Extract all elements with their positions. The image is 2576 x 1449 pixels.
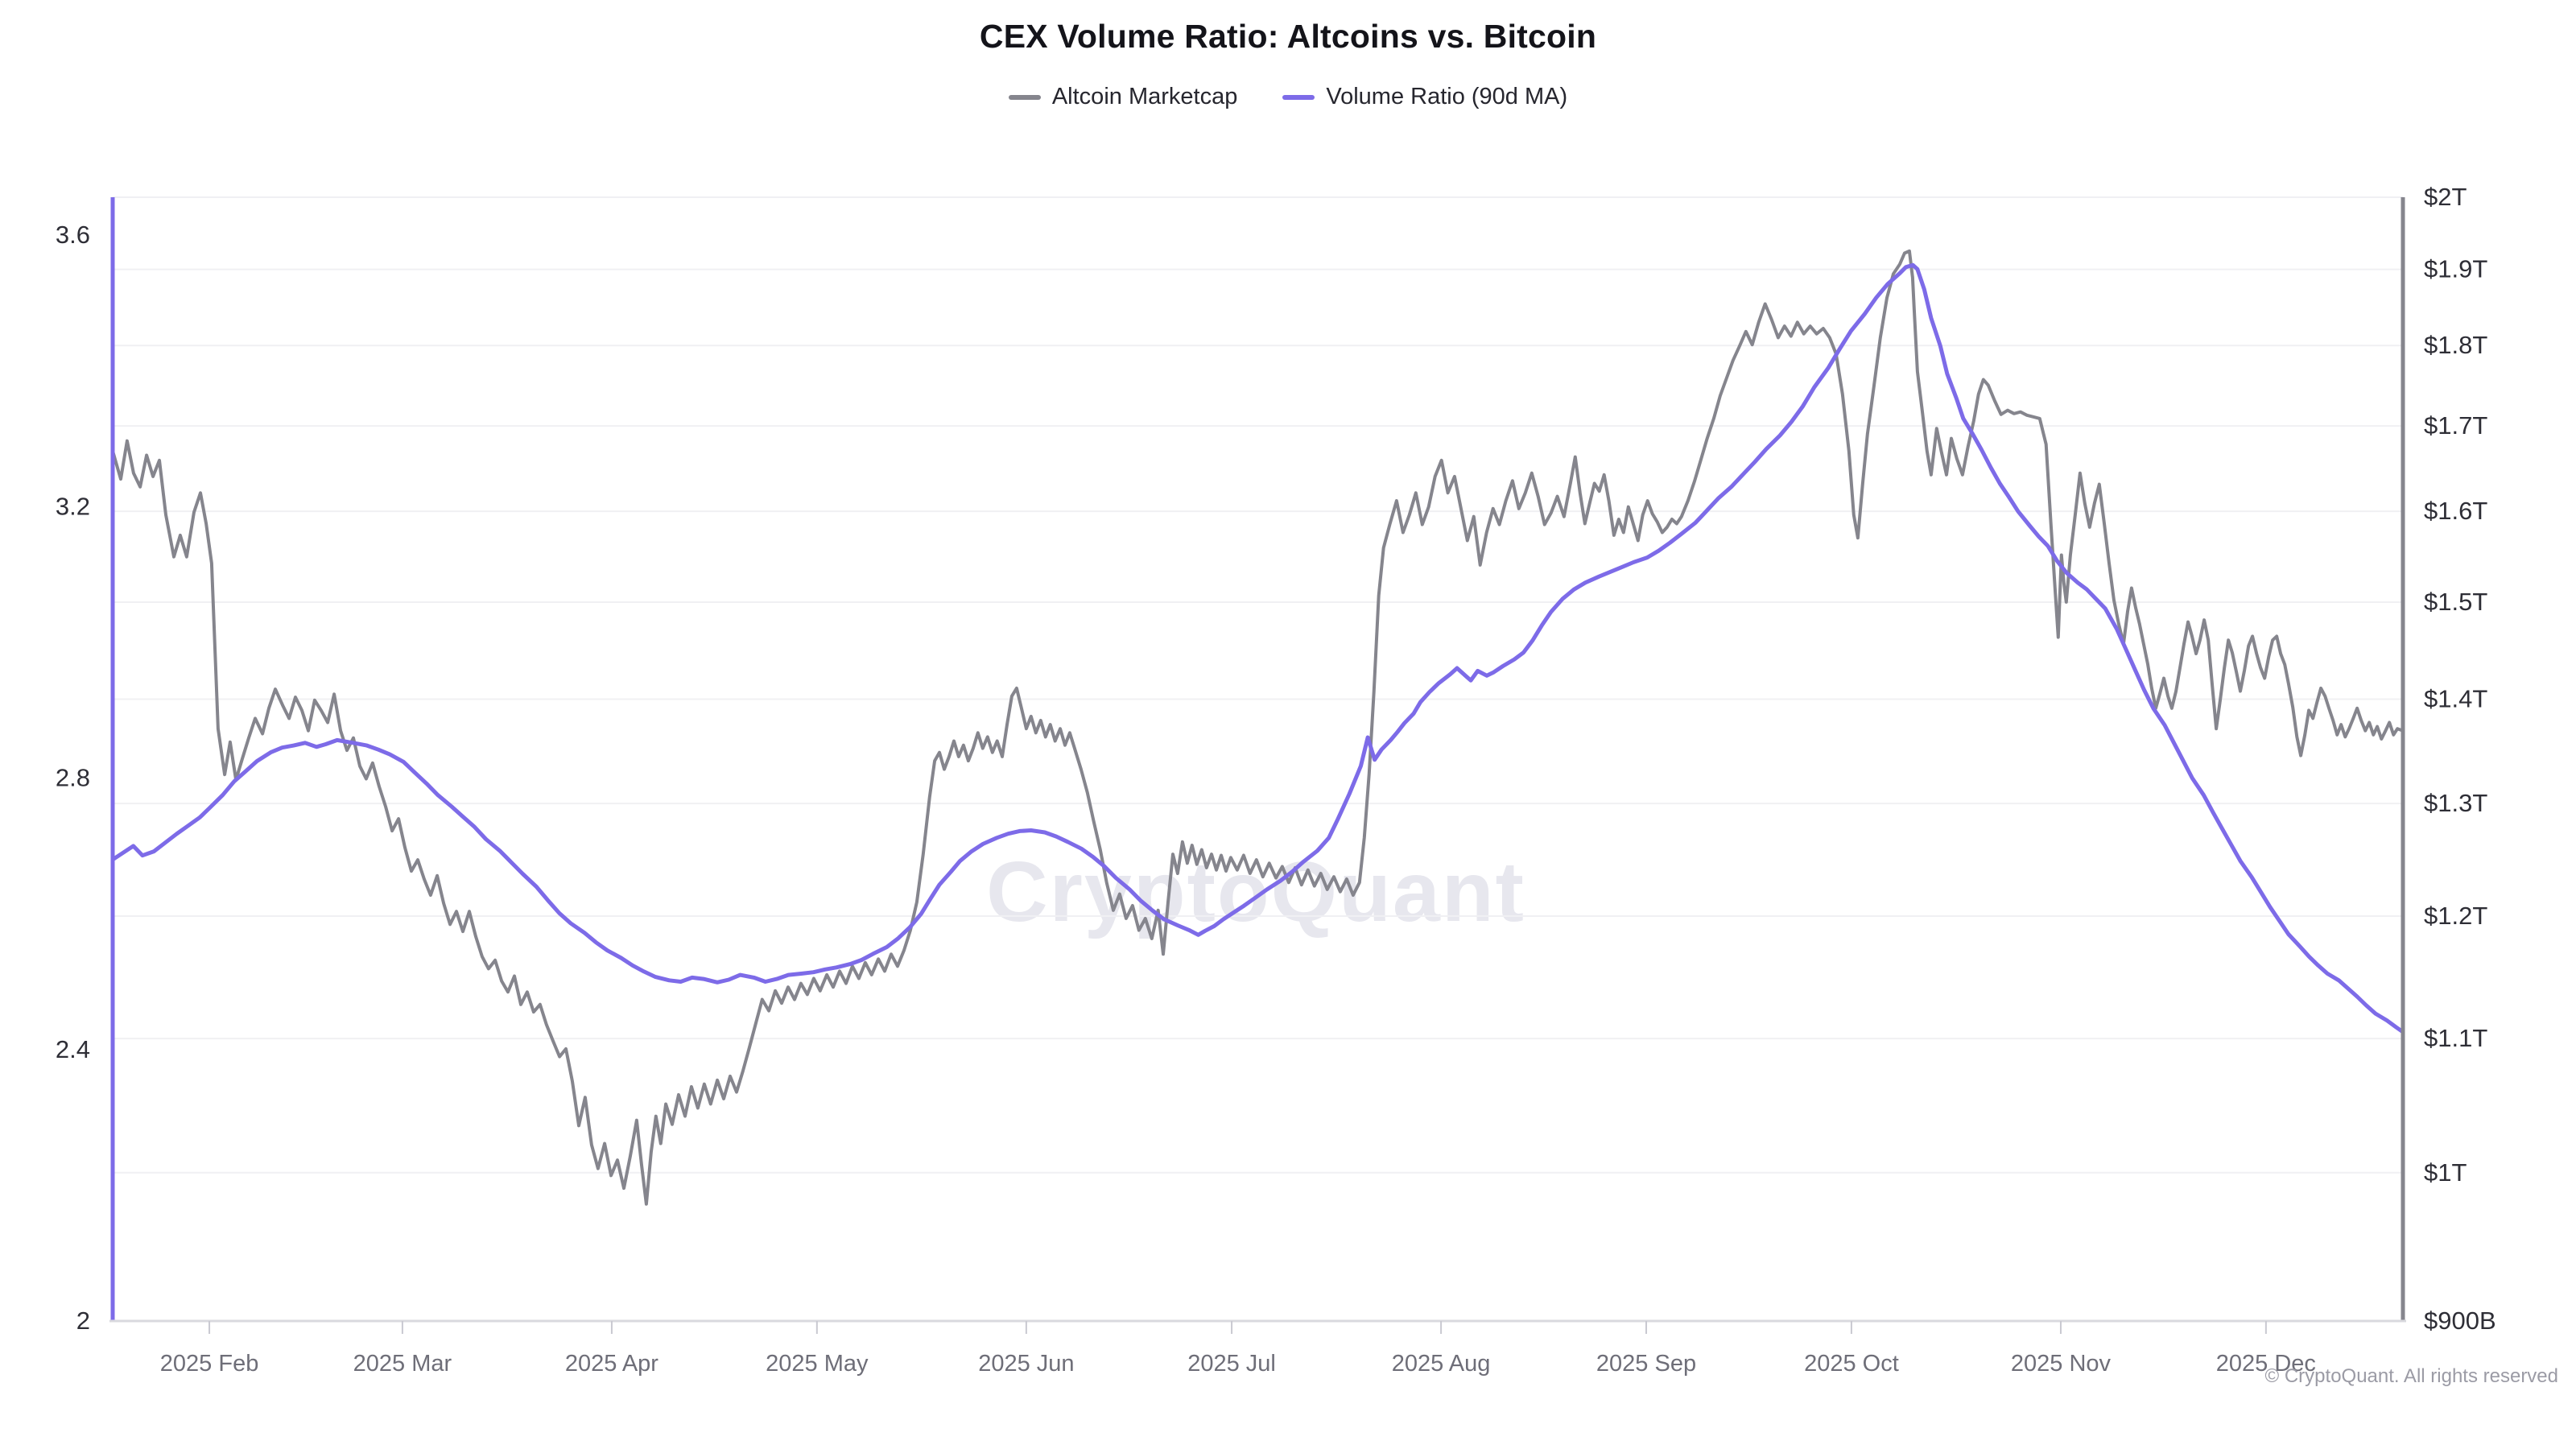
x-axis-tick-label: 2025 Oct <box>1804 1351 1899 1377</box>
right-axis-tick-label: $1.5T <box>2424 588 2487 616</box>
x-axis-tick-label: 2025 Sep <box>1596 1351 1696 1377</box>
right-axis-tick-label: $1.1T <box>2424 1024 2487 1052</box>
x-axis-tick-label: 2025 Jun <box>978 1351 1074 1377</box>
legend: Altcoin Marketcap Volume Ratio (90d MA) <box>0 84 2576 110</box>
x-axis-tick-label: 2025 Feb <box>160 1351 259 1377</box>
chart-title: CEX Volume Ratio: Altcoins vs. Bitcoin <box>979 18 1597 55</box>
legend-swatch-purple <box>1282 94 1315 100</box>
x-axis-tick-label: 2025 May <box>766 1351 869 1377</box>
right-axis-tick-label: $1.6T <box>2424 497 2487 525</box>
left-axis-tick-label: 3.2 <box>56 492 90 520</box>
legend-item-altcoin-marketcap[interactable]: Altcoin Marketcap <box>1008 84 1238 110</box>
x-axis-tick-label: 2025 Dec <box>2216 1351 2316 1377</box>
legend-swatch-gray <box>1008 94 1041 100</box>
legend-label: Volume Ratio (90d MA) <box>1326 84 1568 109</box>
right-axis-tick-label: $1.3T <box>2424 789 2487 817</box>
legend-label: Altcoin Marketcap <box>1051 84 1238 109</box>
left-axis-tick-label: 2 <box>76 1307 90 1335</box>
right-axis-tick-label: $1.4T <box>2424 685 2487 713</box>
legend-item-volume-ratio[interactable]: Volume Ratio (90d MA) <box>1282 84 1567 110</box>
right-axis-tick-label: $1.7T <box>2424 411 2487 440</box>
x-axis-tick-label: 2025 Jul <box>1187 1351 1276 1377</box>
right-axis-tick-label: $1T <box>2424 1158 2467 1187</box>
x-axis-tick-label: 2025 Aug <box>1392 1351 1491 1377</box>
x-axis-tick-label: 2025 Nov <box>2011 1351 2112 1377</box>
right-axis-tick-label: $1.8T <box>2424 331 2487 359</box>
x-axis-tick-label: 2025 Mar <box>353 1351 452 1377</box>
left-axis-tick-label: 2.4 <box>56 1035 90 1063</box>
altcoin-marketcap-line <box>111 249 2405 1206</box>
right-axis-tick-label: $1.9T <box>2424 255 2487 283</box>
volume-ratio-line <box>110 262 2405 1034</box>
plot-area[interactable] <box>113 197 2403 1321</box>
copyright-notice: © CryptoQuant. All rights reserved <box>2264 1365 2559 1387</box>
right-axis-tick-label: $900B <box>2424 1307 2496 1335</box>
left-axis-tick-label: 3.6 <box>56 221 90 249</box>
right-axis-tick-label: $2T <box>2424 183 2467 211</box>
left-axis-tick-label: 2.8 <box>56 764 90 792</box>
x-axis-tick-label: 2025 Apr <box>565 1351 658 1377</box>
right-axis-tick-label: $1.2T <box>2424 902 2487 930</box>
